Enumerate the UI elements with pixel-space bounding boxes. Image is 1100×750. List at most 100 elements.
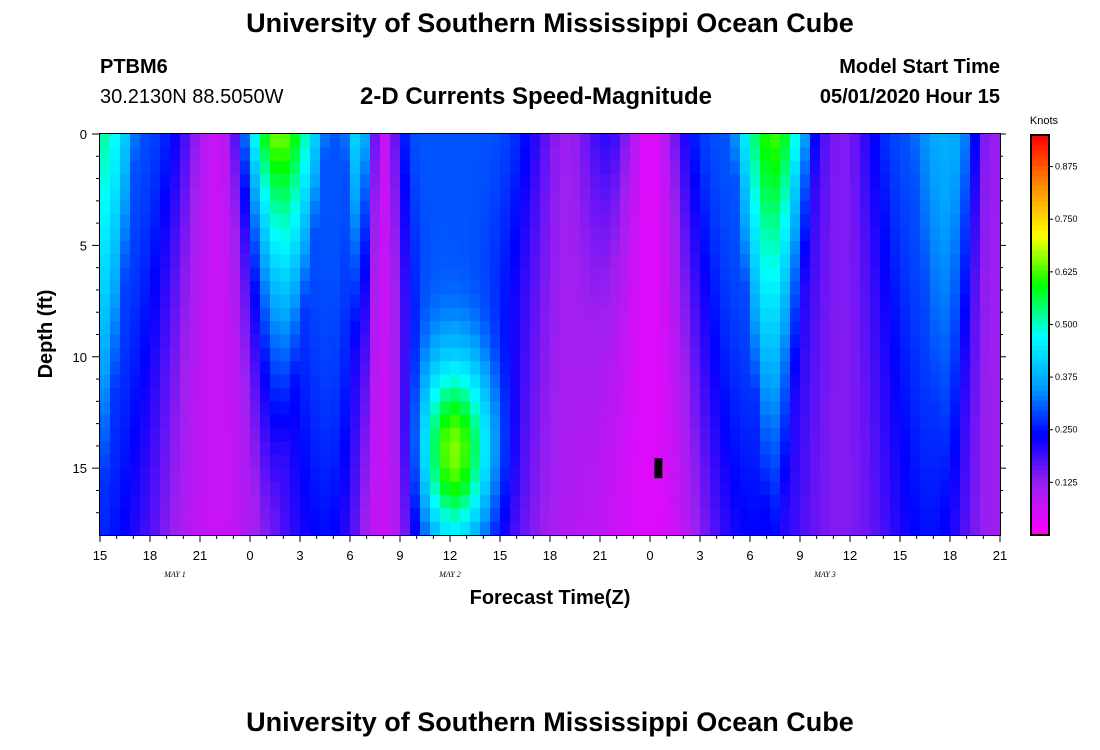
heatmap-cell xyxy=(320,294,331,309)
heatmap-cell xyxy=(270,267,281,282)
heatmap-cell xyxy=(170,508,181,523)
heatmap-cell xyxy=(900,508,911,523)
heatmap-cell xyxy=(320,441,331,456)
heatmap-cell xyxy=(970,508,981,523)
heatmap-cell xyxy=(280,387,291,402)
heatmap-cell xyxy=(230,294,241,309)
heatmap-cell xyxy=(490,468,501,483)
heatmap-cell xyxy=(910,454,921,469)
heatmap-cell xyxy=(750,334,761,349)
heatmap-cell xyxy=(760,521,771,536)
heatmap-cell xyxy=(630,347,641,362)
x-axis-title: Forecast Time(Z) xyxy=(470,587,631,609)
heatmap-cell xyxy=(950,441,961,456)
heatmap-cell xyxy=(100,441,111,456)
heatmap-cell xyxy=(210,254,221,269)
heatmap-cell xyxy=(880,494,891,509)
heatmap-cell xyxy=(360,281,371,295)
x-tick-label: 12 xyxy=(843,548,857,563)
heatmap-cell xyxy=(770,361,781,376)
heatmap-cell xyxy=(910,374,921,389)
heatmap-cell xyxy=(230,401,241,416)
heatmap-cell xyxy=(990,374,1001,389)
heatmap-cell xyxy=(480,374,491,389)
colorbar-segment xyxy=(1031,360,1049,366)
heatmap-cell xyxy=(860,401,871,416)
heatmap-cell xyxy=(110,227,121,242)
heatmap-cell xyxy=(850,508,861,523)
heatmap-cell xyxy=(500,214,511,229)
heatmap-cell xyxy=(190,160,201,175)
heatmap-cell xyxy=(690,307,701,322)
heatmap-cell xyxy=(380,174,391,189)
heatmap-cell xyxy=(770,521,781,536)
colorbar-segment xyxy=(1031,505,1049,511)
heatmap-cell xyxy=(150,227,161,242)
heatmap-cell xyxy=(490,414,501,429)
heatmap-cell xyxy=(520,414,531,429)
heatmap-cell xyxy=(490,428,501,443)
heatmap-cell xyxy=(310,334,321,349)
heatmap-cell xyxy=(730,214,741,229)
heatmap-cell xyxy=(430,147,441,162)
heatmap-cell xyxy=(840,347,851,362)
heatmap-cell xyxy=(740,321,751,336)
heatmap-cell xyxy=(620,454,631,469)
heatmap-cell xyxy=(960,187,971,202)
heatmap-cell xyxy=(540,267,551,282)
heatmap-cell xyxy=(870,200,881,215)
heatmap-cell xyxy=(330,361,341,376)
colorbar-segment xyxy=(1031,510,1049,516)
heatmap-cell xyxy=(900,160,911,175)
heatmap-cell xyxy=(550,174,561,189)
heatmap-cell xyxy=(530,281,541,295)
heatmap-cell xyxy=(830,441,841,456)
heatmap-cell xyxy=(140,281,151,295)
heatmap-cell xyxy=(370,414,381,429)
heatmap-cell xyxy=(900,401,911,416)
heatmap-cell xyxy=(470,454,481,469)
heatmap-cell xyxy=(700,187,711,202)
heatmap-cell xyxy=(430,481,441,496)
heatmap-cell xyxy=(190,281,201,295)
heatmap-cell xyxy=(280,414,291,429)
heatmap-cell xyxy=(380,361,391,376)
heatmap-cell xyxy=(640,481,651,496)
heatmap-cell xyxy=(470,134,481,148)
heatmap-cell xyxy=(100,147,111,162)
heatmap-cell xyxy=(340,187,351,202)
heatmap-cell xyxy=(190,294,201,309)
heatmap-cell xyxy=(190,147,201,162)
heatmap-cell xyxy=(200,254,211,269)
heatmap-cell xyxy=(500,321,511,336)
heatmap-cell xyxy=(470,307,481,322)
heatmap-cell xyxy=(160,414,171,429)
heatmap-cell xyxy=(320,200,331,215)
heatmap-cell xyxy=(700,428,711,443)
heatmap-cell xyxy=(700,294,711,309)
heatmap-cell xyxy=(670,200,681,215)
heatmap-cell xyxy=(130,508,141,523)
heatmap-cell xyxy=(260,454,271,469)
heatmap-cell xyxy=(120,294,131,309)
heatmap-cell xyxy=(150,321,161,336)
heatmap-cell xyxy=(760,414,771,429)
heatmap-cell xyxy=(760,321,771,336)
heatmap-cell xyxy=(660,281,671,295)
heatmap-cell xyxy=(560,428,571,443)
heatmap-cell xyxy=(930,187,941,202)
heatmap-cell xyxy=(880,200,891,215)
heatmap-cell xyxy=(760,441,771,456)
heatmap-cell xyxy=(970,187,981,202)
heatmap-cell xyxy=(190,454,201,469)
heatmap-cell xyxy=(190,334,201,349)
heatmap-cell xyxy=(450,468,461,483)
heatmap-cell xyxy=(810,134,821,148)
heatmap-cell xyxy=(710,347,721,362)
heatmap-cell xyxy=(900,441,911,456)
heatmap-cell xyxy=(650,200,661,215)
heatmap-cell xyxy=(100,521,111,536)
heatmap-cell xyxy=(690,214,701,229)
heatmap-cell xyxy=(250,468,261,483)
heatmap-cell xyxy=(290,508,301,523)
